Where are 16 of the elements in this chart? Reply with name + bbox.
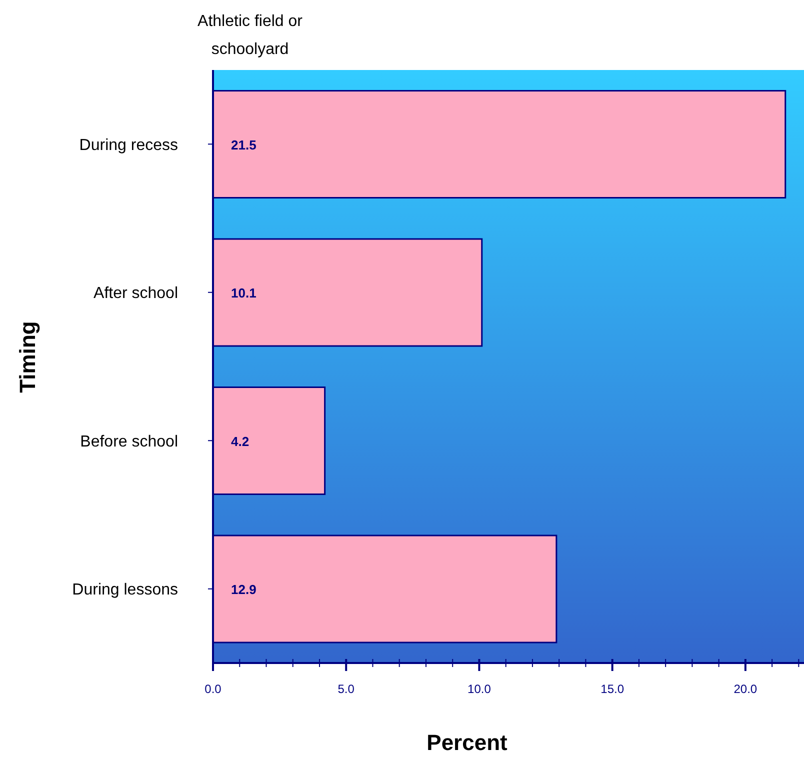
chart-title: Athletic field or schoolyard <box>196 12 304 60</box>
x-tick-label: 10.0 <box>468 682 492 696</box>
data-label: 10.1 <box>231 286 256 301</box>
y-axis-title: Timing <box>15 321 41 393</box>
x-tick-label: 20.0 <box>734 682 758 696</box>
y-tick-label: During lessons <box>72 582 178 599</box>
y-tick-label: After school <box>94 285 178 302</box>
data-label: 12.9 <box>231 582 256 598</box>
data-label: 4.2 <box>231 434 250 449</box>
data-label: 21.5 <box>231 137 256 152</box>
x-axis-title: Percent <box>426 730 508 756</box>
x-tick-label: 0.0 <box>204 682 222 696</box>
x-tick-label: 15.0 <box>600 682 624 696</box>
y-tick-label: During recess <box>79 136 178 154</box>
x-tick-label: 5.0 <box>338 682 355 696</box>
y-tick-label: Before school <box>80 433 178 450</box>
